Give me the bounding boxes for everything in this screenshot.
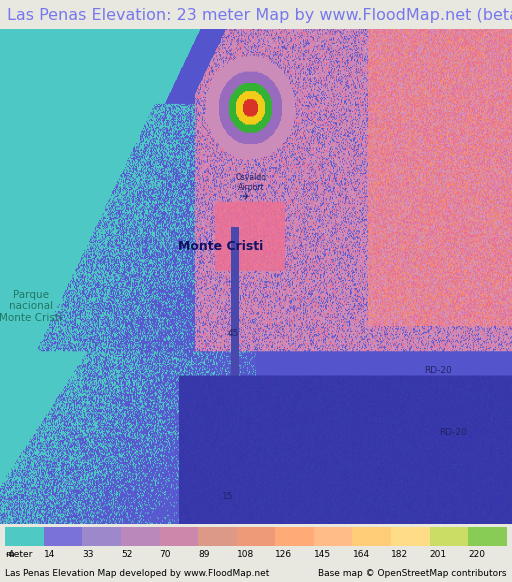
Text: 201: 201 bbox=[430, 550, 447, 559]
Text: Parque
nacional
Monte Cristi: Parque nacional Monte Cristi bbox=[0, 289, 62, 323]
Text: 145: 145 bbox=[314, 550, 331, 559]
Text: 15: 15 bbox=[222, 492, 233, 501]
Text: RD-20: RD-20 bbox=[439, 428, 467, 436]
Text: ✈: ✈ bbox=[242, 192, 250, 203]
Text: Monte Cristi: Monte Cristi bbox=[178, 240, 263, 253]
Text: Las Penas Elevation Map developed by www.FloodMap.net: Las Penas Elevation Map developed by www… bbox=[5, 569, 269, 578]
Bar bbox=[352, 527, 391, 546]
Text: 182: 182 bbox=[391, 550, 408, 559]
Bar bbox=[198, 527, 237, 546]
Text: 14: 14 bbox=[44, 550, 55, 559]
Text: -4: -4 bbox=[5, 550, 14, 559]
Bar bbox=[391, 527, 430, 546]
Bar bbox=[82, 527, 121, 546]
Text: 45: 45 bbox=[227, 329, 239, 338]
Bar bbox=[160, 527, 198, 546]
Text: 108: 108 bbox=[237, 550, 254, 559]
Bar bbox=[314, 527, 352, 546]
Bar bbox=[237, 527, 275, 546]
Text: Osvaldo
Airport: Osvaldo Airport bbox=[236, 173, 266, 192]
Bar bbox=[430, 527, 468, 546]
Text: Las Penas Elevation: 23 meter Map by www.FloodMap.net (beta): Las Penas Elevation: 23 meter Map by www… bbox=[7, 8, 512, 23]
Text: Base map © OpenStreetMap contributors: Base map © OpenStreetMap contributors bbox=[318, 569, 507, 578]
Bar bbox=[275, 527, 314, 546]
Text: RD-20: RD-20 bbox=[424, 366, 452, 375]
Text: 220: 220 bbox=[468, 550, 485, 559]
Text: 126: 126 bbox=[275, 550, 292, 559]
Text: 89: 89 bbox=[198, 550, 209, 559]
Text: 33: 33 bbox=[82, 550, 94, 559]
Text: 70: 70 bbox=[160, 550, 171, 559]
Text: 52: 52 bbox=[121, 550, 132, 559]
Bar bbox=[5, 527, 44, 546]
Text: 164: 164 bbox=[352, 550, 370, 559]
Bar bbox=[44, 527, 82, 546]
Bar bbox=[121, 527, 160, 546]
Text: meter: meter bbox=[5, 550, 32, 559]
Bar bbox=[468, 527, 507, 546]
